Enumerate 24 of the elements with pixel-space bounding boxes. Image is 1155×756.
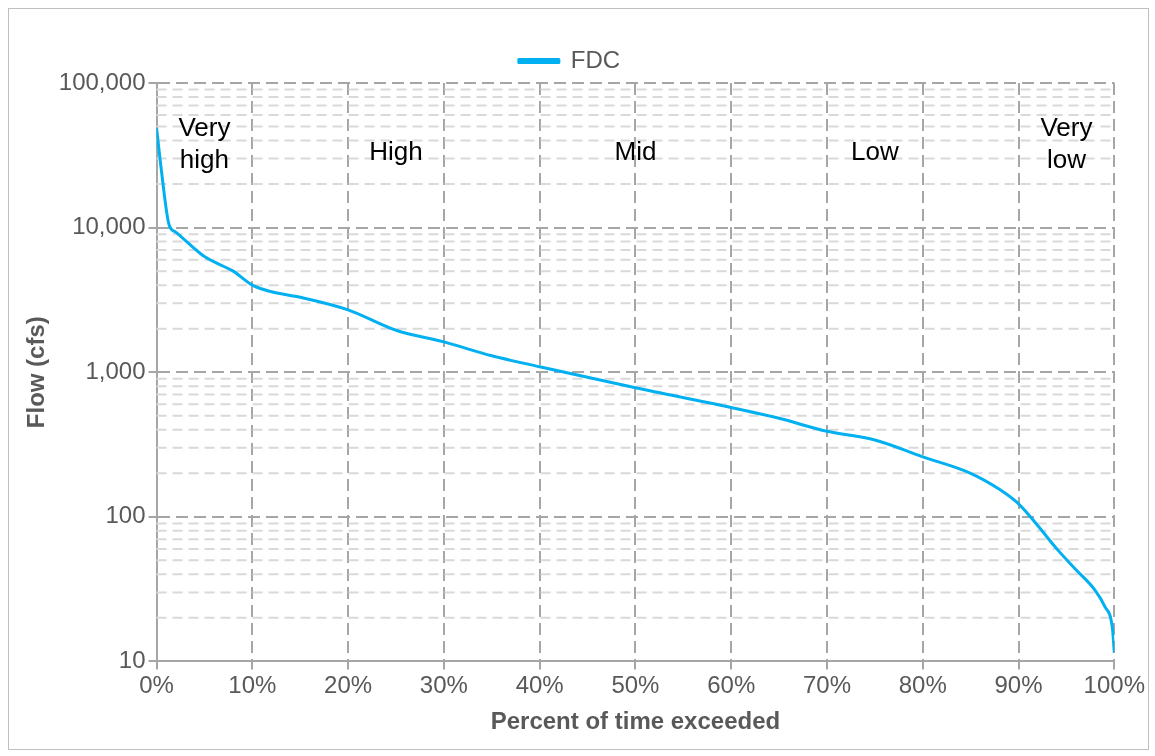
y-tick-label: 1,000: [85, 356, 146, 384]
x-tick-label: 20%: [324, 671, 373, 699]
annotation: Mid: [614, 136, 657, 167]
x-tick-label: 90%: [994, 671, 1043, 699]
x-tick-label: 80%: [898, 671, 947, 699]
y-tick-label: 100: [105, 501, 146, 529]
x-axis-title: Percent of time exceeded: [490, 707, 781, 735]
y-tick-label: 10,000: [72, 212, 146, 240]
annotation: Low: [851, 136, 899, 167]
x-tick-label: 60%: [707, 671, 756, 699]
x-tick-label: 40%: [515, 671, 564, 699]
x-tick-label: 50%: [611, 671, 660, 699]
y-axis-title: Flow (cfs): [22, 316, 50, 429]
annotation: High: [369, 136, 423, 167]
annotation: Very low: [1040, 112, 1093, 175]
x-tick-label: 70%: [802, 671, 852, 699]
x-tick-label: 30%: [419, 671, 468, 699]
legend-label: FDC: [570, 45, 621, 73]
y-tick-label: 100,000: [58, 67, 146, 95]
x-tick-label: 0%: [139, 671, 174, 699]
x-tick-label: 10%: [228, 671, 277, 699]
annotation: Very high: [178, 112, 231, 175]
y-tick-label: 10: [118, 646, 146, 674]
x-tick-label: 100%: [1083, 671, 1145, 699]
